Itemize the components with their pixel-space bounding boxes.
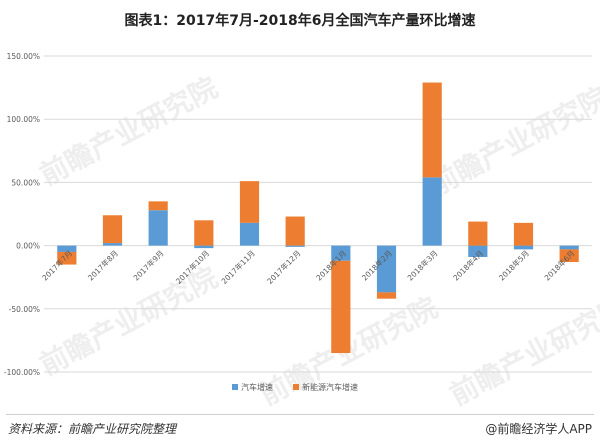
legend-label: 新能源汽车增速 <box>302 382 358 392</box>
brand-credit: @前瞻经济学人APP <box>485 422 592 436</box>
bar-nev-growth <box>422 82 442 178</box>
chart-title: 图表1：2017年7月-2018年6月全国汽车产量环比增速 <box>124 13 476 29</box>
x-tick-label: 2017年10月 <box>173 248 211 286</box>
x-tick-label: 2017年12月 <box>265 248 303 286</box>
bar-vehicle-growth <box>239 222 260 246</box>
bar-nev-growth <box>331 260 351 354</box>
y-tick-label: 0.00% <box>16 242 40 251</box>
x-tick-label: 2018年6月 <box>542 248 577 283</box>
source-note: 资料来源：前瞻产业研究院整理 <box>8 422 177 436</box>
legend-swatch <box>232 384 238 390</box>
x-tick-label: 2018年5月 <box>496 248 531 283</box>
y-tick-label: 50.00% <box>11 178 40 187</box>
legend-label: 汽车增速 <box>241 382 273 392</box>
legend-swatch <box>293 384 299 390</box>
x-tick-label: 2017年9月 <box>131 248 166 283</box>
x-tick-label: 2018年3月 <box>405 248 440 283</box>
bar-nev-growth <box>513 222 534 246</box>
bar-nev-growth <box>559 249 579 263</box>
bar-nev-growth <box>57 251 77 265</box>
bar-vehicle-growth <box>102 243 123 246</box>
bar-vehicle-growth <box>194 245 214 249</box>
footer-divider <box>6 414 594 415</box>
y-tick-label: -50.00% <box>9 305 40 314</box>
bar-vehicle-growth <box>285 245 305 247</box>
bar-vehicle-growth <box>148 210 168 246</box>
y-tick-label: -100.00% <box>4 368 40 377</box>
bar-nev-growth <box>239 181 260 223</box>
bar-nev-growth <box>148 201 168 211</box>
bar-nev-growth <box>376 292 397 299</box>
bar-vehicle-growth <box>57 245 77 252</box>
bar-vehicle-growth <box>513 245 534 250</box>
y-tick-label: 100.00% <box>7 115 40 124</box>
bar-vehicle-growth <box>559 245 579 250</box>
bar-vehicle-growth <box>422 177 442 246</box>
bar-nev-growth <box>102 215 123 244</box>
bar-nev-growth <box>194 220 214 246</box>
x-tick-label: 2018年4月 <box>451 248 486 283</box>
bar-vehicle-growth <box>468 245 488 257</box>
bar-nev-growth <box>285 216 305 246</box>
y-tick-label: 150.00% <box>7 52 40 61</box>
bar-vehicle-growth <box>331 245 351 261</box>
x-tick-label: 2017年11月 <box>219 248 257 286</box>
x-tick-label: 2017年7月 <box>40 248 75 283</box>
x-tick-label: 2017年8月 <box>85 248 120 283</box>
bar-vehicle-growth <box>376 245 397 293</box>
bar-nev-growth <box>468 221 488 246</box>
